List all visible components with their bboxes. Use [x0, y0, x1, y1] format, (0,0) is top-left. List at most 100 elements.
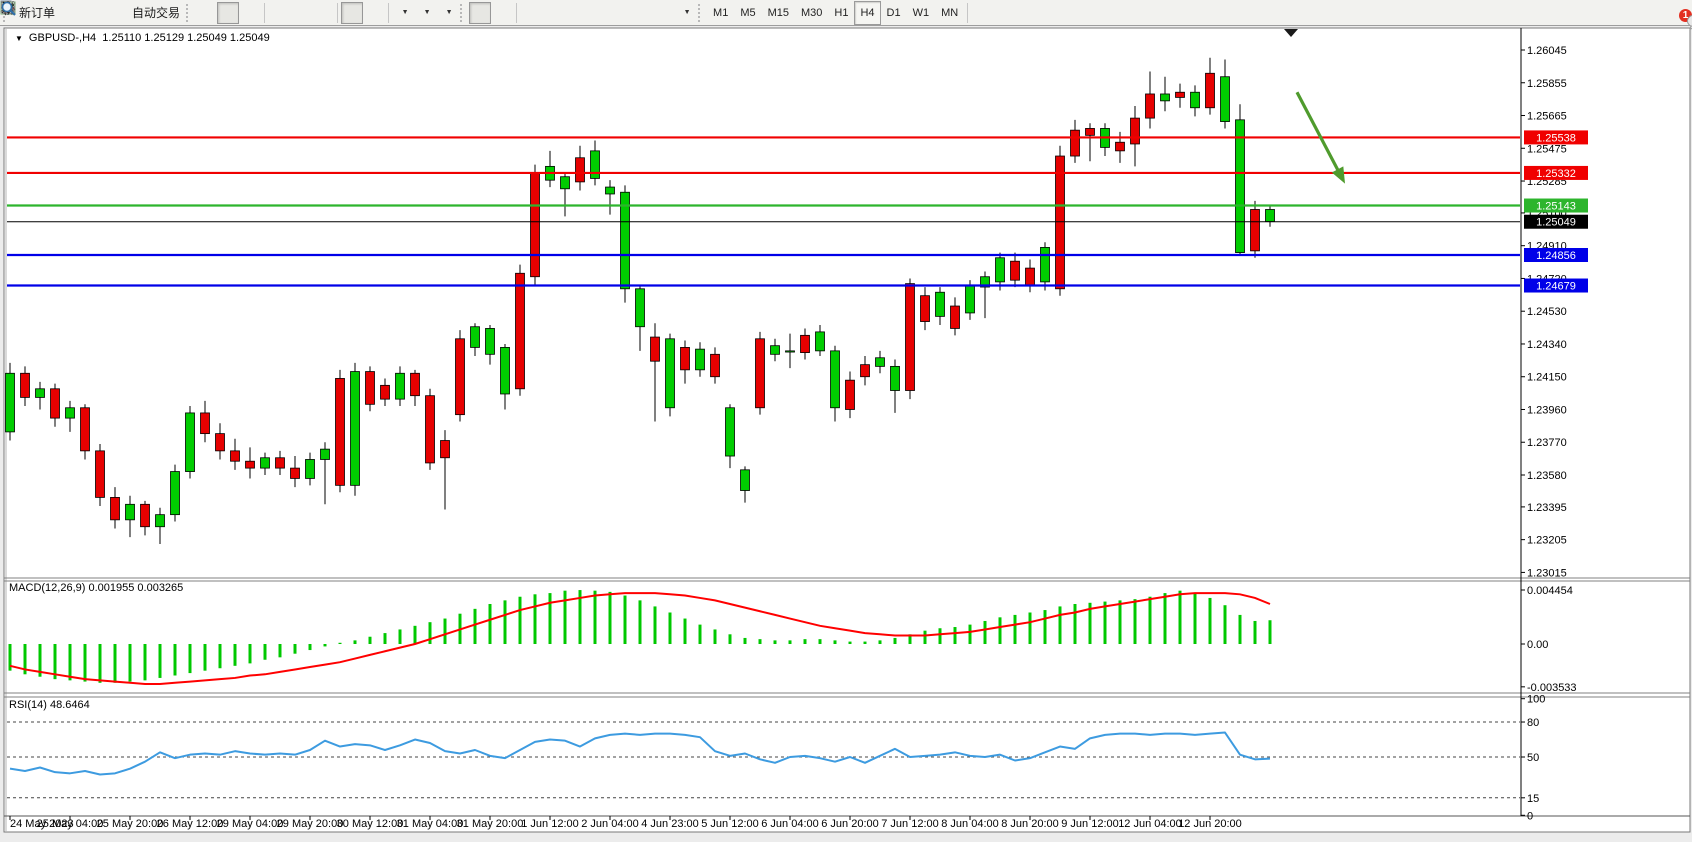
timeframe-d1-button[interactable]: D1: [886, 6, 901, 19]
new-chart-button[interactable]: ▼: [0, 0, 414, 24]
toolbar-grip[interactable]: [698, 3, 705, 22]
broadcast-button[interactable]: [1, 2, 125, 24]
price-badge-label: 1.24856: [1536, 250, 1576, 262]
collapse-arrow-icon[interactable]: ▼: [15, 34, 23, 43]
price-badge: [1524, 278, 1588, 293]
macd-signal-line: [9, 592, 1271, 685]
timeframe-h4-button[interactable]: H4: [854, 0, 881, 25]
date-tick-label: 8 Jun 20:00: [1001, 818, 1059, 830]
date-tick-label: 6 Jun 20:00: [821, 818, 879, 830]
macd-tick-label: 0.004454: [1527, 585, 1573, 597]
styler-button[interactable]: [2, 1, 81, 24]
date-tick-label: 26 May 12:00: [157, 818, 224, 830]
price-tick-label: 1.23015: [1527, 567, 1567, 579]
price-badge-label: 1.25332: [1536, 168, 1576, 180]
price-badge-label: 1.25049: [1536, 217, 1576, 229]
timeframe-m15-button[interactable]: M15: [767, 6, 789, 19]
rsi-tick-label: 0: [1527, 810, 1533, 822]
zoom-out-button[interactable]: [1, 1, 312, 24]
rsi-layer: [7, 721, 1520, 799]
chart-symbol-period: GBPUSD-,H4: [28, 32, 97, 44]
chart-shift-marker[interactable]: [1284, 29, 1298, 37]
equidistant-channel-tool-button[interactable]: E: [0, 1, 608, 24]
macd-indicator-label: MACD(12,26,9) 0.001955 0.003265: [9, 582, 184, 594]
toolbar-grip[interactable]: [460, 3, 467, 22]
price-tick-label: 1.25855: [1527, 78, 1567, 90]
horizontal-line-tool-button[interactable]: [2, 2, 564, 24]
rsi-tick-label: 15: [1527, 793, 1539, 805]
price-badge-label: 1.24679: [1536, 281, 1576, 293]
chevron-down-icon: ▼: [423, 9, 431, 16]
periods-button[interactable]: ▼: [1, 1, 436, 24]
price-badge: [1524, 165, 1588, 180]
chevron-down-icon: ▼: [401, 9, 409, 16]
timeframe-h1-button[interactable]: H1: [834, 6, 849, 19]
zoom-in-button[interactable]: [1, 1, 290, 24]
candlestick-chart-type-button[interactable]: [1, 1, 240, 24]
price-badge: [1524, 198, 1588, 213]
price-tick-label: 1.23580: [1527, 470, 1567, 482]
timeframe-m1-button[interactable]: M1: [713, 6, 729, 19]
timeframe-w1-button[interactable]: W1: [912, 6, 930, 19]
date-tick-label: 24 May 2023: [10, 818, 74, 830]
templates-button[interactable]: ▼: [0, 1, 458, 24]
timeframe-m5-button[interactable]: M5: [740, 6, 756, 19]
price-tick-label: 1.23770: [1527, 437, 1567, 449]
date-tick-label: 2 Jun 04:00: [581, 818, 639, 830]
chevron-down-icon: ▼: [445, 9, 453, 16]
macd-layer: [8, 590, 1272, 685]
rsi-indicator-label: RSI(14) 48.6464: [9, 699, 90, 711]
cursor-tool-button[interactable]: [3, 1, 492, 24]
chevron-down-icon: ▼: [683, 9, 691, 16]
candles-layer: [5, 57, 1275, 544]
price-badge-label: 1.25538: [1536, 132, 1576, 144]
arrows-tool-button[interactable]: ▼: [4, 1, 696, 24]
auto-trading-button[interactable]: 自动交易: [1, 1, 184, 24]
vertical-line-tool-button[interactable]: [4, 2, 542, 24]
auto-trading-label: 自动交易: [132, 6, 181, 20]
date-tick-label: 4 Jun 23:00: [641, 818, 699, 830]
price-badge: [1524, 130, 1588, 145]
timeframe-m30-button[interactable]: M30: [801, 6, 823, 19]
trendline-tool-button[interactable]: [1, 2, 586, 24]
toolbar-grip[interactable]: [186, 3, 193, 22]
date-tick-label: 29 May 20:00: [277, 818, 344, 830]
date-tick-label: 31 May 04:00: [397, 818, 464, 830]
price-tick-label: 1.26045: [1527, 45, 1567, 57]
tile-windows-button[interactable]: [1, 2, 334, 24]
price-tick-label: 1.24530: [1527, 306, 1567, 318]
annotation-arrowhead: [1331, 166, 1345, 184]
price-badge: [1524, 214, 1588, 229]
price-tick-label: 1.23960: [1527, 404, 1567, 416]
timeframe-mn-button[interactable]: MN: [941, 6, 959, 19]
chart-shift-button[interactable]: [3, 2, 385, 24]
price-tick-label: 1.23395: [1527, 502, 1567, 514]
price-tick-label: 1.25665: [1527, 111, 1567, 123]
text-tool-button[interactable]: A: [3, 1, 652, 24]
macd-tick-label: -0.003533: [1527, 682, 1577, 694]
auto-scroll-button[interactable]: [2, 1, 364, 24]
profile-button[interactable]: [1, 1, 103, 24]
date-tick-label: 7 Jun 12:00: [881, 818, 939, 830]
date-tick-label: 25 May 04:00: [37, 818, 104, 830]
date-tick-label: 5 Jun 12:00: [701, 818, 759, 830]
chart-ohlc-header: ▼ GBPUSD-,H4 1.25110 1.25129 1.25049 1.25…: [15, 32, 270, 44]
date-tick-label: 25 May 20:00: [97, 818, 164, 830]
price-badge: [1524, 248, 1588, 262]
rsi-tick-label: 50: [1527, 752, 1539, 764]
date-tick-label: 31 May 20:00: [457, 818, 524, 830]
new-order-button[interactable]: 新订单: [0, 0, 59, 24]
date-tick-label: 29 May 04:00: [217, 818, 284, 830]
date-tick-label: 12 Jun 20:00: [1178, 818, 1242, 830]
date-tick-label: 6 Jun 04:00: [761, 818, 819, 830]
date-tick-label: 30 May 12:00: [337, 818, 404, 830]
text-label-tool-button[interactable]: T: [1, 1, 674, 24]
fibonacci-tool-button[interactable]: F: [1, 2, 630, 24]
rsi-tick-label: 100: [1527, 694, 1545, 706]
bar-chart-type-button[interactable]: [1, 2, 217, 24]
line-chart-type-button[interactable]: [1, 2, 261, 24]
crosshair-tool-button[interactable]: [1, 1, 513, 24]
new-order-label: 新订单: [19, 6, 56, 20]
date-tick-label: 9 Jun 12:00: [1061, 818, 1119, 830]
